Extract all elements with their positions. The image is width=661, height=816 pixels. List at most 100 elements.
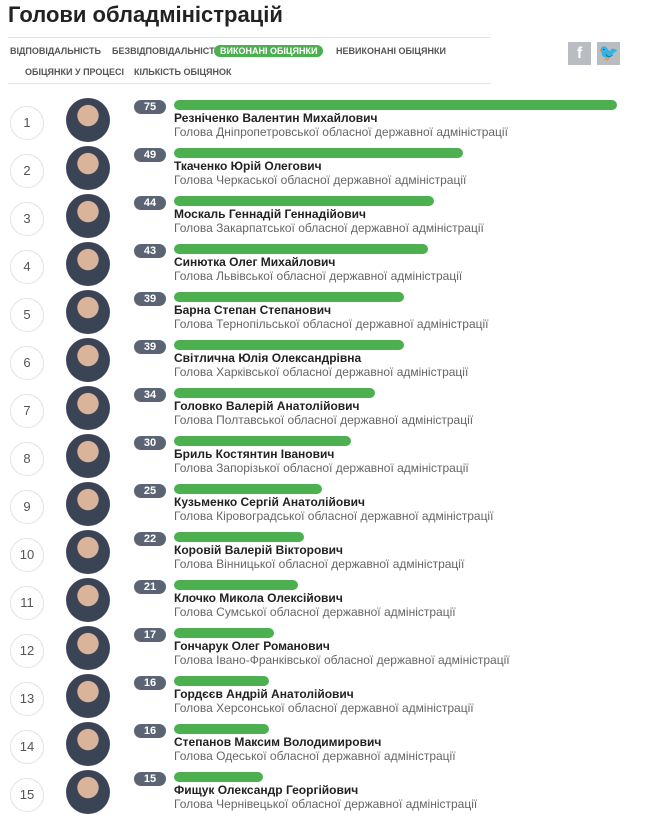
value-badge: 21 [134,580,166,594]
list-item[interactable]: 7 34 Головко Валерій Анатолійович Голова… [0,384,620,432]
rank-number: 12 [10,634,44,668]
person-position: Голова Херсонської обласної державної ад… [174,701,474,715]
rank-number: 6 [10,346,44,380]
list-item[interactable]: 15 15 Фищук Олександр Георгійович Голова… [0,768,620,816]
value-badge: 34 [134,388,166,402]
list-item[interactable]: 12 17 Гончарук Олег Романович Голова Іва… [0,624,620,672]
rank-number: 2 [10,154,44,188]
value-bar [174,100,617,110]
avatar [66,482,110,526]
list-item[interactable]: 3 44 Москаль Геннадій Геннадійович Голов… [0,192,620,240]
tab-irresponsibility[interactable]: Безвідповідальність [112,46,222,56]
list-item[interactable]: 9 25 Кузьменко Сергій Анатолійович Голов… [0,480,620,528]
person-name[interactable]: Степанов Максим Володимирович [174,735,382,749]
rank-number: 9 [10,490,44,524]
person-position: Голова Харківської обласної державної ад… [174,365,469,379]
person-position: Голова Одеської обласної державної адмін… [174,749,456,763]
value-bar [174,484,322,494]
person-name[interactable]: Світлична Юлія Олександрівна [174,351,362,365]
rank-number: 10 [10,538,44,572]
rank-number: 4 [10,250,44,284]
value-bar [174,244,428,254]
avatar [66,242,110,286]
person-name[interactable]: Гончарук Олег Романович [174,639,330,653]
list-item[interactable]: 13 16 Гордєєв Андрій Анатолійович Голова… [0,672,620,720]
avatar [66,674,110,718]
list-item[interactable]: 6 39 Світлична Юлія Олександрівна Голова… [0,336,620,384]
person-position: Голова Вінницької обласної державної адм… [174,557,465,571]
value-badge: 16 [134,676,166,690]
value-badge: 49 [134,148,166,162]
avatar [66,98,110,142]
value-badge: 43 [134,244,166,258]
person-name[interactable]: Синютка Олег Михайлович [174,255,336,269]
person-name[interactable]: Резніченко Валентин Михайлович [174,111,378,125]
list-item[interactable]: 10 22 Коровій Валерій Вікторович Голова … [0,528,620,576]
divider [8,37,491,38]
person-position: Голова Черкаської обласної державної адм… [174,173,467,187]
tab-responsibility[interactable]: Відповідальність [10,46,101,56]
divider [8,83,491,84]
value-badge: 25 [134,484,166,498]
value-bar [174,148,463,158]
rank-number: 14 [10,730,44,764]
person-position: Голова Запорізької обласної державної ад… [174,461,469,475]
avatar [66,338,110,382]
value-bar [174,196,434,206]
rank-number: 1 [10,106,44,140]
person-name[interactable]: Бриль Костянтин Іванович [174,447,335,461]
value-bar [174,580,298,590]
person-name[interactable]: Москаль Геннадій Геннадійович [174,207,366,221]
avatar [66,434,110,478]
value-badge: 39 [134,340,166,354]
list-item[interactable]: 11 21 Клочко Микола Олексійович Голова С… [0,576,620,624]
person-position: Голова Чернівецької обласної державної а… [174,797,478,811]
tab-unfulfilled-promises[interactable]: Невиконані обіцянки [336,46,446,56]
value-bar [174,388,375,398]
twitter-share-button[interactable]: 🐦 [597,42,620,65]
page-title: Голови обладміністрацій [8,2,283,27]
person-name[interactable]: Кузьменко Сергій Анатолійович [174,495,365,509]
value-badge: 17 [134,628,166,642]
rank-number: 13 [10,682,44,716]
value-bar [174,436,351,446]
value-badge: 16 [134,724,166,738]
list-item[interactable]: 5 39 Барна Степан Степанович Голова Терн… [0,288,620,336]
person-name[interactable]: Коровій Валерій Вікторович [174,543,344,557]
list-item[interactable]: 1 75 Резніченко Валентин Михайлович Голо… [0,96,620,144]
person-name[interactable]: Фищук Олександр Георгійович [174,783,359,797]
facebook-icon: f [576,45,583,62]
value-badge: 15 [134,772,166,786]
list-item[interactable]: 2 49 Ткаченко Юрій Олегович Голова Черка… [0,144,620,192]
avatar [66,770,110,814]
value-bar [174,676,269,686]
person-name[interactable]: Гордєєв Андрій Анатолійович [174,687,354,701]
person-name[interactable]: Головко Валерій Анатолійович [174,399,360,413]
list-item[interactable]: 4 43 Синютка Олег Михайлович Голова Льві… [0,240,620,288]
value-bar [174,532,304,542]
value-badge: 30 [134,436,166,450]
avatar [66,722,110,766]
person-position: Голова Дніпропетровської обласної держав… [174,125,508,139]
person-name[interactable]: Барна Степан Степанович [174,303,332,317]
person-name[interactable]: Клочко Микола Олексійович [174,591,343,605]
rank-number: 7 [10,394,44,428]
list-item[interactable]: 8 30 Бриль Костянтин Іванович Голова Зап… [0,432,620,480]
list-item[interactable]: 14 16 Степанов Максим Володимирович Голо… [0,720,620,768]
person-name[interactable]: Ткаченко Юрій Олегович [174,159,322,173]
value-bar [174,628,274,638]
person-position: Голова Львівської обласної державної адм… [174,269,463,283]
tab-fulfilled-promises[interactable]: Виконані обіцянки [214,45,324,57]
value-bar [174,724,269,734]
avatar [66,578,110,622]
avatar [66,290,110,334]
value-bar [174,772,263,782]
value-badge: 22 [134,532,166,546]
facebook-share-button[interactable]: f [568,42,591,65]
tab-promises-in-progress[interactable]: Обіцянки у процесі [25,67,125,77]
person-position: Голова Полтавської обласної державної ад… [174,413,474,427]
person-position: Голова Закарпатської обласної державної … [174,221,484,235]
value-bar [174,340,404,350]
tab-promise-count[interactable]: Кількість обіцянок [134,67,232,77]
rank-number: 5 [10,298,44,332]
